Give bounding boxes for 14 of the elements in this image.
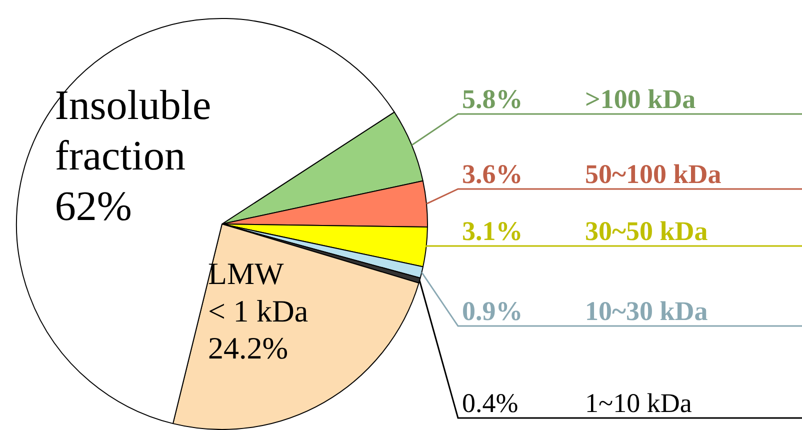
slice-label: Insoluble fraction <box>54 83 212 180</box>
data-label: 0.9% <box>462 296 523 326</box>
data-label: 3.6% <box>462 159 523 189</box>
data-label: 0.4% <box>462 388 518 418</box>
data-label: 3.1% <box>462 216 523 246</box>
slice-label: 50~100 kDa <box>585 159 722 189</box>
data-label: 62% <box>54 184 132 230</box>
data-label: 24.2% <box>208 330 288 366</box>
slice-label: LMW < 1 kDa <box>208 256 308 328</box>
slice-label: 10~30 kDa <box>585 296 708 326</box>
slice-label: 1~10 kDa <box>585 388 692 418</box>
slice-label: 30~50 kDa <box>585 216 708 246</box>
data-label: 5.8% <box>462 84 523 114</box>
slice-label: >100 kDa <box>585 84 696 114</box>
